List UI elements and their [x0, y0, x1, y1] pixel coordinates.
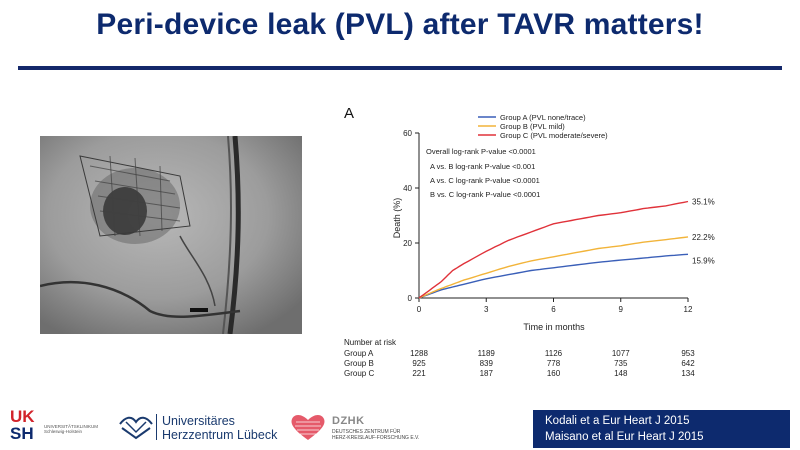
x-tick-label: 9 — [619, 305, 624, 314]
risk-cell: 160 — [547, 369, 561, 378]
pvalue-a-vs-c: A vs. C log-rank P-value <0.0001 — [430, 176, 540, 185]
y-axis-label: Death (%) — [392, 198, 402, 239]
risk-cell: 1077 — [612, 349, 630, 358]
risk-cell: 1189 — [478, 349, 496, 358]
risk-cell: 735 — [614, 359, 628, 368]
risk-cell: 187 — [480, 369, 494, 378]
risk-cell: 221 — [412, 369, 426, 378]
legend-label-group-b: Group B (PVL mild) — [500, 122, 565, 131]
x-tick-label: 6 — [551, 305, 556, 314]
series-line-group-c — [418, 200, 689, 299]
citation-line2: Maisano et al Eur Heart J 2015 — [545, 431, 704, 443]
uksh-logo-uk: UK — [10, 407, 35, 426]
x-tick-label: 3 — [484, 305, 489, 314]
uksh-logo: UK SH UNIVERSITÄTSKLINIKUM Schleswig-Hol… — [10, 408, 110, 444]
uhz-line2: Herzzentrum Lübeck — [162, 428, 278, 442]
heart-icon — [291, 415, 325, 440]
risk-cell: 1126 — [545, 349, 563, 358]
end-label-group-c: 35.1% — [692, 197, 715, 206]
risk-cell: 134 — [681, 369, 695, 378]
risk-cell: 1288 — [410, 349, 428, 358]
risk-cell: 925 — [412, 359, 426, 368]
title-underline — [18, 66, 782, 70]
dzhk-logo: DZHK DEUTSCHES ZENTRUM FÜR HERZ-KREISLAU… — [290, 412, 450, 444]
uhz-line1: Universitäres — [162, 414, 235, 428]
citation-box: Kodali et a Eur Heart J 2015 Maisano et … — [533, 410, 790, 448]
risk-row-label: Group B — [344, 359, 374, 368]
y-tick-label: 0 — [408, 294, 413, 303]
series-line-group-a — [418, 253, 689, 299]
km-chart: A 0 20 40 60 0 3 6 9 12 Death (%) Time in months… — [338, 98, 738, 388]
citation-line1: Kodali et a Eur Heart J 2015 — [545, 415, 690, 427]
y-tick-label: 20 — [403, 239, 412, 248]
uhz-emblem-icon — [119, 416, 153, 440]
risk-cell: 642 — [681, 359, 695, 368]
pvalue-a-vs-b: A vs. B log-rank P-value <0.001 — [430, 162, 535, 171]
legend-label-group-a: Group A (PVL none/trace) — [500, 113, 586, 122]
risk-row-label: Group C — [344, 369, 374, 378]
dzhk-line2: HERZ-KREISLAUF-FORSCHUNG E.V. — [332, 435, 420, 441]
risk-cell: 148 — [614, 369, 628, 378]
panel-label: A — [344, 105, 354, 122]
pvalue-b-vs-c: B vs. C log-rank P-value <0.0001 — [430, 190, 540, 199]
fluoroscopy-image — [40, 136, 302, 334]
uksh-logo-subtext: UNIVERSITÄTSKLINIKUM Schleswig-Holstein — [44, 424, 99, 434]
risk-table: Group A 1288 1189 1126 1077 953 Group B 925 839 7… — [344, 349, 695, 378]
uksh-logo-sh: SH — [10, 424, 34, 443]
uhz-logo: Universitäres Herzzentrum Lübeck — [118, 412, 278, 442]
x-tick-label: 12 — [684, 305, 693, 314]
end-label-group-b: 22.2% — [692, 233, 715, 242]
x-axis-label: Time in months — [523, 322, 585, 332]
risk-table-title: Number at risk — [344, 338, 397, 347]
y-tick-label: 40 — [403, 184, 412, 193]
risk-cell: 778 — [547, 359, 561, 368]
dzhk-line1: DEUTSCHES ZENTRUM FÜR — [332, 429, 401, 435]
dzhk-name: DZHK — [332, 415, 365, 427]
risk-row-label: Group A — [344, 349, 374, 358]
y-tick-label: 60 — [403, 129, 412, 138]
series-line-group-b — [418, 236, 689, 299]
x-tick-label: 0 — [417, 305, 422, 314]
slide-title: Peri-device leak (PVL) after TAVR matter… — [96, 8, 704, 41]
risk-cell: 839 — [480, 359, 494, 368]
end-label-group-a: 15.9% — [692, 256, 715, 265]
risk-cell: 953 — [681, 349, 695, 358]
legend-label-group-c: Group C (PVL moderate/severe) — [500, 131, 608, 140]
pvalue-overall: Overall log-rank P-value <0.0001 — [426, 147, 536, 156]
chart-legend: Group A (PVL none/trace) Group B (PVL mi… — [478, 113, 608, 140]
